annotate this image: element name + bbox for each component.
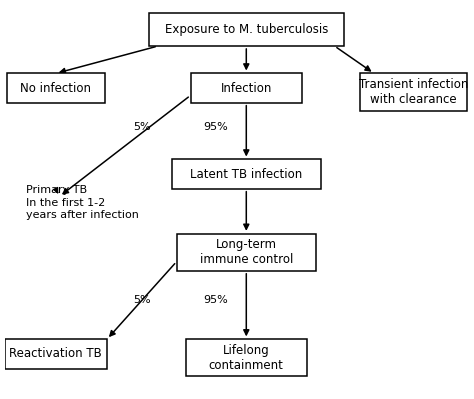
Text: 5%: 5% (133, 295, 151, 305)
Text: 5%: 5% (133, 122, 151, 132)
FancyBboxPatch shape (5, 339, 107, 369)
FancyBboxPatch shape (172, 160, 320, 189)
Text: Transient infection
with clearance: Transient infection with clearance (359, 78, 468, 106)
FancyBboxPatch shape (360, 73, 467, 111)
FancyBboxPatch shape (191, 73, 302, 103)
Text: In the first 1-2
years after infection: In the first 1-2 years after infection (26, 198, 138, 220)
Text: 95%: 95% (204, 122, 228, 132)
FancyBboxPatch shape (177, 234, 316, 271)
FancyBboxPatch shape (7, 73, 105, 103)
FancyBboxPatch shape (186, 339, 307, 376)
Text: 95%: 95% (204, 295, 228, 305)
FancyBboxPatch shape (149, 13, 344, 46)
Text: Lifelong
containment: Lifelong containment (209, 344, 284, 372)
Text: Primary TB: Primary TB (26, 185, 87, 195)
Text: Latent TB infection: Latent TB infection (190, 168, 302, 181)
Text: Exposure to M. tuberculosis: Exposure to M. tuberculosis (164, 23, 328, 36)
Text: Infection: Infection (220, 81, 272, 95)
Text: No infection: No infection (20, 81, 91, 95)
Text: Long-term
immune control: Long-term immune control (200, 238, 293, 266)
Text: Reactivation TB: Reactivation TB (9, 348, 102, 360)
